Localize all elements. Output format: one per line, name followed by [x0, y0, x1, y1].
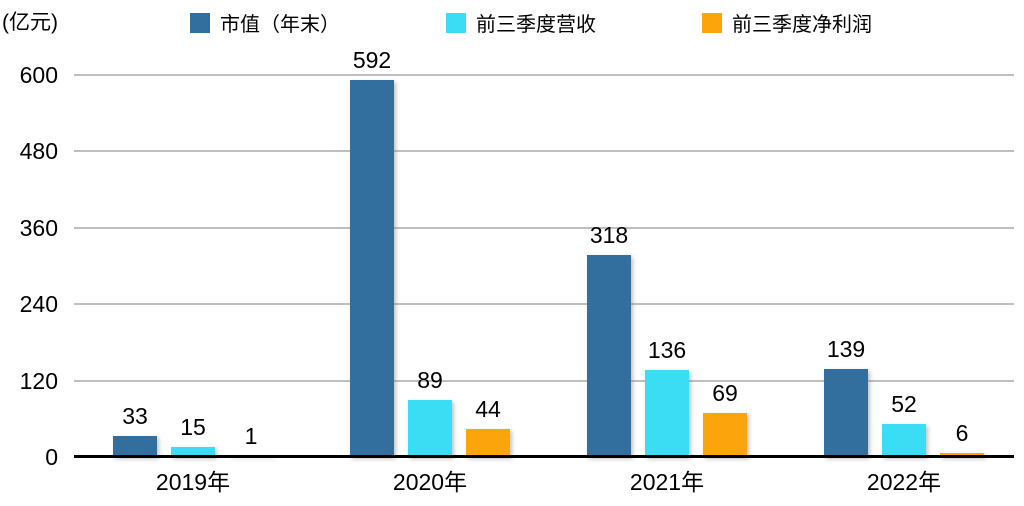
bar-2-2: [703, 413, 747, 457]
bar-0-3: [824, 369, 868, 457]
y-axis-tick-label: 480: [19, 138, 58, 164]
bar-value-label: 69: [712, 380, 738, 406]
bar-value-label: 52: [891, 391, 917, 417]
y-axis-tick-label: 120: [19, 368, 58, 394]
bar-0-2: [587, 255, 631, 457]
bar-value-label: 6: [955, 420, 969, 446]
legend-swatch-market-cap: [190, 12, 210, 33]
gridline: [74, 150, 1014, 152]
bar-1-3: [882, 424, 926, 457]
gridline: [74, 227, 1014, 229]
y-axis-unit-label: (亿元): [2, 11, 58, 34]
legend-label-revenue: 前三季度营收: [476, 14, 596, 36]
x-axis-category-label: 2022年: [866, 469, 942, 495]
bar-value-label: 1: [244, 423, 258, 449]
legend-swatch-revenue: [446, 12, 466, 33]
bar-1-2: [645, 370, 689, 457]
legend-swatch-net-profit: [702, 12, 722, 33]
bar-1-0: [171, 447, 215, 457]
gridline: [74, 303, 1014, 305]
gridline: [74, 74, 1014, 76]
bar-1-1: [408, 400, 452, 457]
gridline: [74, 380, 1014, 382]
x-axis-category-label: 2020年: [392, 469, 468, 495]
x-axis-category-label: 2021年: [629, 469, 705, 495]
bar-2-1: [466, 429, 510, 457]
x-axis-category-label: 2019年: [155, 469, 231, 495]
bar-value-label: 44: [475, 396, 501, 422]
legend-item-revenue: 前三季度营收: [446, 8, 596, 37]
legend-item-net-profit: 前三季度净利润: [702, 8, 872, 37]
bar-value-label: 15: [180, 414, 206, 440]
y-axis-tick-label: 240: [19, 291, 58, 317]
y-axis-tick-label: 360: [19, 215, 58, 241]
bar-value-label: 318: [589, 222, 629, 248]
chart-legend: 市值（年末） 前三季度营收 前三季度净利润: [0, 0, 1024, 40]
x-axis-line: [74, 455, 1014, 458]
legend-label-market-cap: 市值（年末）: [220, 14, 340, 36]
bar-value-label: 136: [647, 337, 687, 363]
bar-0-1: [350, 80, 394, 457]
y-axis-tick-label: 0: [45, 444, 58, 470]
bar-value-label: 89: [417, 367, 443, 393]
bar-value-label: 592: [352, 47, 392, 73]
bar-value-label: 139: [826, 336, 866, 362]
legend-label-net-profit: 前三季度净利润: [732, 14, 872, 36]
bar-value-label: 33: [122, 403, 148, 429]
legend-item-market-cap: 市值（年末）: [190, 8, 340, 37]
bar-0-0: [113, 436, 157, 457]
y-axis-tick-label: 600: [19, 62, 58, 88]
